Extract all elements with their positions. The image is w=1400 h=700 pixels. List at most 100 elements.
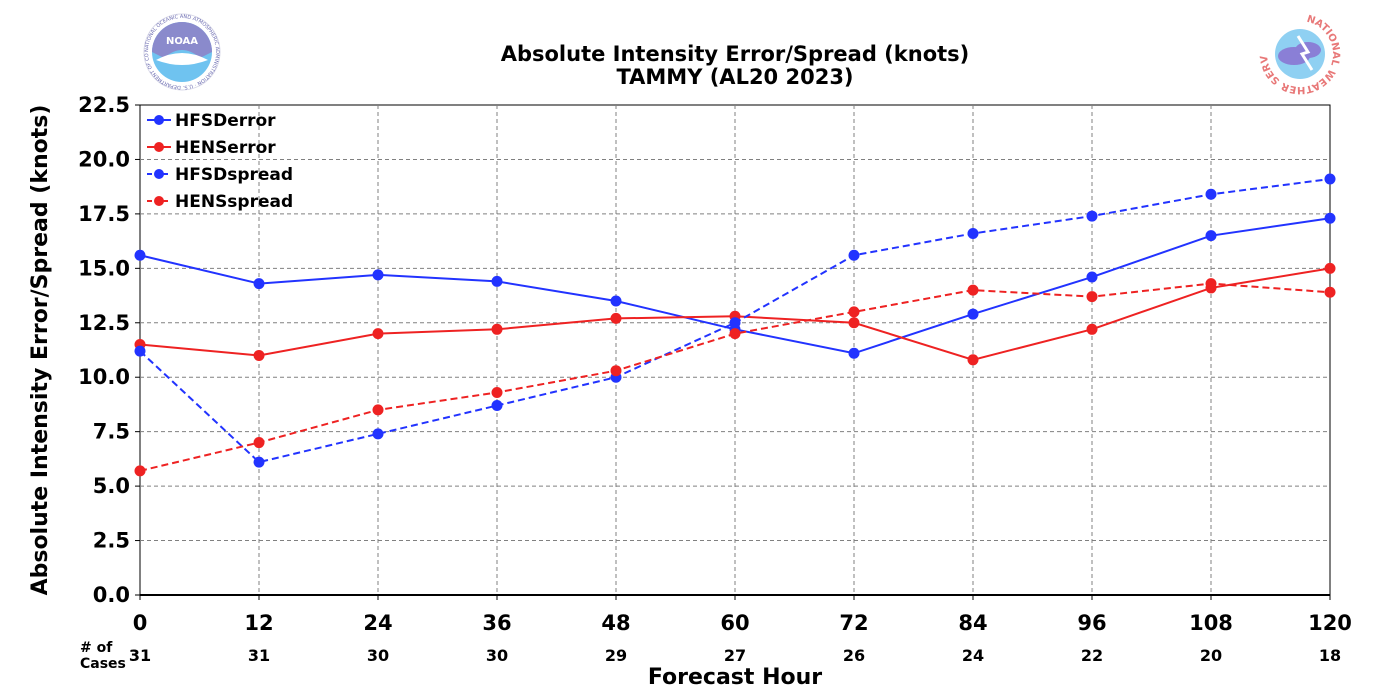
x-tick-label: 24 [363,611,392,635]
y-axis-label: Absolute Intensity Error/Spread (knots) [28,105,53,596]
noaa-logo: NATIONAL OCEANIC AND ATMOSPHERIC ADMINIS… [143,13,221,91]
data-point [134,249,146,261]
x-tick-label: 96 [1077,611,1106,635]
case-count: 18 [1319,646,1341,665]
y-tick-label: 12.5 [78,311,130,335]
case-count: 26 [843,646,865,665]
data-point [1086,291,1098,303]
x-tick-label: 36 [482,611,511,635]
y-axis-ticks: 0.0 2.5 5.0 7.5 10.0 12.5 15.0 17.5 20.0 22.5 [78,93,140,607]
data-point [372,404,384,416]
cases-header-line2: Cases [80,656,126,672]
data-point [967,354,979,366]
noaa-logo-text: NOAA [166,36,198,47]
data-point [1205,188,1217,200]
data-point [729,317,741,329]
x-tick-label: 48 [601,611,630,635]
data-point [372,269,384,281]
legend-item: HENSerror [147,138,276,158]
data-point [1324,262,1336,274]
series-group [134,173,1336,477]
data-point [610,365,622,377]
x-tick-label: 12 [244,611,273,635]
data-point [1324,212,1336,224]
data-point [610,295,622,307]
legend-item: HENSspread [147,192,293,212]
y-tick-label: 10.0 [78,365,130,389]
series-HENSspread [134,278,1336,477]
data-point [1324,173,1336,185]
data-point [848,249,860,261]
chart-subtitle: TAMMY (AL20 2023) [616,65,853,89]
data-point [610,312,622,324]
data-point [848,306,860,318]
case-count: 24 [962,646,984,665]
data-point [1205,278,1217,290]
legend-marker [154,115,164,125]
data-point [253,456,265,468]
x-axis-label: Forecast Hour [648,665,822,690]
chart-title: Absolute Intensity Error/Spread (knots) [501,42,970,66]
y-tick-label: 15.0 [78,256,130,280]
data-point [491,323,503,335]
case-count: 29 [605,646,627,665]
legend-label: HFSDerror [175,111,276,131]
legend-marker [154,196,164,206]
legend-item: HFSDerror [147,111,276,131]
data-point [1086,323,1098,335]
legend-label: HENSerror [175,138,276,158]
plot-area: 0.0 2.5 5.0 7.5 10.0 12.5 15.0 17.5 20.0 22.5 0 12… [78,93,1352,665]
y-tick-label: 20.0 [78,147,130,171]
y-tick-label: 5.0 [93,474,130,498]
x-tick-label: 84 [958,611,987,635]
data-point [134,465,146,477]
data-point [1205,230,1217,242]
data-point [848,347,860,359]
data-point [372,428,384,440]
data-point [134,345,146,357]
data-point [729,328,741,340]
y-tick-label: 17.5 [78,202,130,226]
data-point [967,308,979,320]
y-tick-label: 7.5 [93,420,130,444]
data-point [491,275,503,287]
x-tick-label: 0 [133,611,148,635]
series-HFSDspread [134,173,1336,468]
cases-header-line1: # of [80,640,113,656]
data-point [1324,286,1336,298]
case-count: 27 [724,646,746,665]
data-point [1086,271,1098,283]
legend-label: HFSDspread [175,165,293,185]
case-count: 22 [1081,646,1103,665]
x-tick-label: 72 [839,611,868,635]
y-tick-label: 0.0 [93,583,130,607]
cases-row: 31 31 30 30 29 27 26 24 22 20 18 [129,646,1341,665]
x-tick-label: 120 [1308,611,1352,635]
data-point [967,284,979,296]
case-count: 30 [486,646,508,665]
data-point [848,317,860,329]
y-tick-label: 2.5 [93,529,130,553]
data-point [253,349,265,361]
data-point [967,227,979,239]
legend-item: HFSDspread [147,165,293,185]
data-point [491,400,503,412]
case-count: 20 [1200,646,1222,665]
data-point [491,386,503,398]
data-point [253,437,265,449]
legend: HFSDerror HENSerror HFSDspread HENSspread [147,111,293,212]
case-count: 31 [129,646,151,665]
case-count: 30 [367,646,389,665]
data-point [1086,210,1098,222]
legend-label: HENSspread [175,192,293,212]
x-axis-ticks: 0 12 24 36 48 60 72 84 96 108 120 [133,595,1352,635]
case-count: 31 [248,646,270,665]
nws-logo: NATIONAL WEATHER SERVICE [1259,14,1341,95]
series-HENSerror [134,262,1336,366]
x-tick-label: 60 [720,611,749,635]
legend-marker [154,142,164,152]
data-point [253,278,265,290]
data-point [372,328,384,340]
x-tick-label: 108 [1189,611,1233,635]
